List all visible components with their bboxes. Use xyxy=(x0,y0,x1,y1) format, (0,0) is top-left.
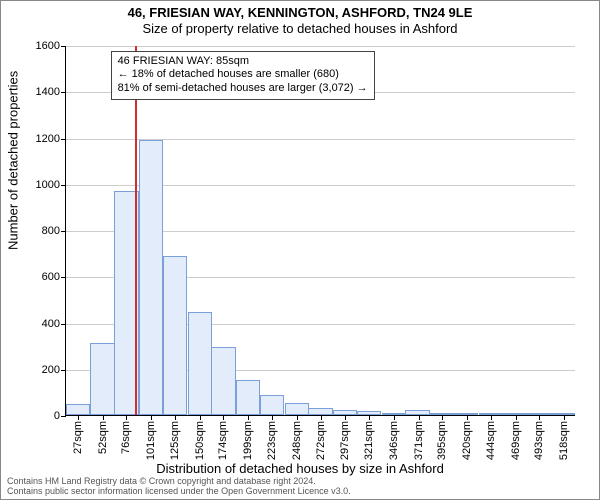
reference-line xyxy=(135,46,137,415)
xtick-label: 321sqm xyxy=(363,421,375,460)
histogram-bar xyxy=(188,312,212,415)
histogram-bar xyxy=(551,413,575,415)
xtick-mark xyxy=(516,415,517,420)
gridline xyxy=(66,46,575,47)
histogram-bar xyxy=(90,343,114,415)
copyright-line-2: Contains public sector information licen… xyxy=(7,487,351,497)
xtick-mark xyxy=(394,415,395,420)
ytick-mark xyxy=(61,416,66,417)
xtick-label: 493sqm xyxy=(533,421,545,460)
xtick-mark xyxy=(467,415,468,420)
annotation-line-1: 46 FRIESIAN WAY: 85sqm xyxy=(118,55,368,69)
xtick-label: 469sqm xyxy=(510,421,522,460)
xtick-label: 52sqm xyxy=(97,421,109,454)
histogram-bar xyxy=(236,380,260,415)
xtick-mark xyxy=(345,415,346,420)
histogram-bar xyxy=(285,403,309,415)
xtick-label: 297sqm xyxy=(339,421,351,460)
xtick-label: 420sqm xyxy=(461,421,473,460)
xtick-mark xyxy=(564,415,565,420)
ytick-label: 1200 xyxy=(36,133,60,145)
xtick-mark xyxy=(272,415,273,420)
ytick-label: 1600 xyxy=(36,40,60,52)
ytick-label: 400 xyxy=(42,318,60,330)
xtick-label: 76sqm xyxy=(120,421,132,454)
y-axis-label: Number of detached properties xyxy=(6,71,21,250)
histogram-bar xyxy=(211,347,235,415)
xtick-mark xyxy=(200,415,201,420)
ytick-label: 0 xyxy=(54,410,60,422)
histogram-bar xyxy=(454,413,478,415)
xtick-label: 272sqm xyxy=(315,421,327,460)
xtick-label: 444sqm xyxy=(485,421,497,460)
xtick-mark xyxy=(248,415,249,420)
xtick-mark xyxy=(321,415,322,420)
histogram-bar xyxy=(405,410,429,415)
ytick-label: 800 xyxy=(42,225,60,237)
ytick-label: 600 xyxy=(42,271,60,283)
xtick-label: 27sqm xyxy=(72,421,84,454)
annotation-line-3: 81% of semi-detached houses are larger (… xyxy=(118,82,368,96)
xtick-mark xyxy=(539,415,540,420)
xtick-mark xyxy=(126,415,127,420)
xtick-label: 248sqm xyxy=(291,421,303,460)
xtick-label: 346sqm xyxy=(388,421,400,460)
annotation-box: 46 FRIESIAN WAY: 85sqm ← 18% of detached… xyxy=(111,51,375,100)
xtick-label: 395sqm xyxy=(436,421,448,460)
ytick-label: 200 xyxy=(42,364,60,376)
ytick-mark xyxy=(61,92,66,93)
histogram-bar xyxy=(163,256,187,415)
xtick-label: 150sqm xyxy=(194,421,206,460)
chart-title-sub: Size of property relative to detached ho… xyxy=(1,21,599,36)
xtick-label: 199sqm xyxy=(242,421,254,460)
ytick-mark xyxy=(61,231,66,232)
ytick-mark xyxy=(61,46,66,47)
copyright: Contains HM Land Registry data © Crown c… xyxy=(7,477,351,497)
xtick-label: 223sqm xyxy=(266,421,278,460)
ytick-mark xyxy=(61,185,66,186)
ytick-mark xyxy=(61,324,66,325)
xtick-label: 101sqm xyxy=(145,421,157,460)
histogram-bar xyxy=(260,395,284,415)
ytick-label: 1400 xyxy=(36,86,60,98)
histogram-bar xyxy=(308,408,332,415)
histogram-bar xyxy=(502,413,526,415)
xtick-mark xyxy=(78,415,79,420)
x-axis-label: Distribution of detached houses by size … xyxy=(1,461,599,476)
xtick-mark xyxy=(442,415,443,420)
xtick-mark xyxy=(223,415,224,420)
xtick-label: 174sqm xyxy=(217,421,229,460)
xtick-label: 125sqm xyxy=(169,421,181,460)
ytick-label: 1000 xyxy=(36,179,60,191)
xtick-mark xyxy=(151,415,152,420)
xtick-mark xyxy=(297,415,298,420)
xtick-label: 371sqm xyxy=(413,421,425,460)
chart-title-main: 46, FRIESIAN WAY, KENNINGTON, ASHFORD, T… xyxy=(1,5,599,20)
histogram-bar xyxy=(66,404,90,415)
xtick-mark xyxy=(175,415,176,420)
ytick-mark xyxy=(61,277,66,278)
plot-area: 0200400600800100012001400160027sqm52sqm7… xyxy=(65,46,575,416)
ytick-mark xyxy=(61,370,66,371)
annotation-line-2: ← 18% of detached houses are smaller (68… xyxy=(118,68,368,82)
xtick-mark xyxy=(419,415,420,420)
xtick-mark xyxy=(103,415,104,420)
xtick-label: 518sqm xyxy=(558,421,570,460)
xtick-mark xyxy=(369,415,370,420)
xtick-mark xyxy=(491,415,492,420)
chart-container: 46, FRIESIAN WAY, KENNINGTON, ASHFORD, T… xyxy=(0,0,600,500)
histogram-bar xyxy=(139,140,163,415)
ytick-mark xyxy=(61,139,66,140)
